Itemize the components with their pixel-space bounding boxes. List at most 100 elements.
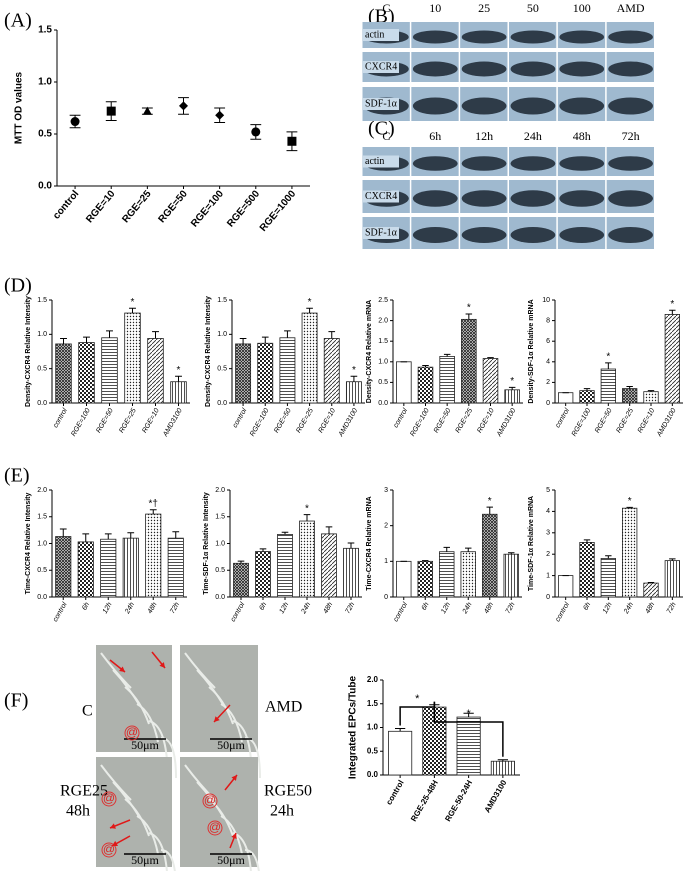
bar <box>301 312 318 404</box>
significance-mark: * <box>670 299 674 310</box>
y-tick-label: 1.5 <box>215 514 225 521</box>
x-tick-label: RGE=100 <box>571 407 593 437</box>
y-tick-label: 2.5 <box>378 297 388 304</box>
significance-mark: * <box>352 365 356 376</box>
blot-band <box>559 190 605 207</box>
blot-column-label: AMD <box>617 1 645 15</box>
x-tick-label: RGE=50 <box>95 407 115 434</box>
bar <box>439 356 455 404</box>
blot-column-label: 6h <box>429 129 441 143</box>
cell-texture <box>184 764 216 801</box>
y-tick-label: 2.0 <box>37 487 47 494</box>
micrograph-label: RGE50 <box>264 783 312 800</box>
error-bar <box>237 560 245 564</box>
y-tick-label: 0 <box>546 400 550 407</box>
error-bar <box>394 727 406 732</box>
blot-band <box>412 97 458 115</box>
x-tick-label: 6h <box>81 601 91 611</box>
arrow-head <box>110 823 116 829</box>
x-tick-label: control <box>52 601 69 623</box>
bar <box>579 390 595 404</box>
error-bar <box>306 307 313 314</box>
cell-texture <box>160 849 177 876</box>
x-tick-label: 6h <box>582 601 592 611</box>
cell-texture <box>148 832 168 873</box>
cell-texture <box>220 815 243 855</box>
significance-mark: * <box>466 708 471 720</box>
x-tick-label: RGE=50 <box>433 407 453 434</box>
x-tick-label: RGE=25 <box>455 407 475 434</box>
bar <box>299 520 315 598</box>
x-tick-label: 48h <box>322 601 334 615</box>
blot-band <box>559 97 605 115</box>
y-tick-label: 0.5 <box>215 567 225 574</box>
y-tick-label: 1.0 <box>37 540 47 547</box>
x-tick-label: 24h <box>300 601 312 616</box>
x-tick-label: control <box>554 601 571 623</box>
arrow-head <box>231 833 237 839</box>
blot-label-bg <box>363 98 399 110</box>
blot-label-bg <box>363 155 399 168</box>
cell-texture <box>208 798 234 837</box>
y-axis-label: Time-CXCR4 Relative mRNA <box>366 496 373 590</box>
blot-band <box>608 61 653 77</box>
bar <box>417 560 433 598</box>
error-bar <box>422 560 429 562</box>
blot-label-bg <box>363 29 399 41</box>
x-tick-label: 24h <box>461 601 473 616</box>
x-tick-label: 72h <box>169 601 181 615</box>
bar <box>255 551 271 598</box>
blot-column-label: 72h <box>622 129 640 143</box>
error-bar <box>82 533 90 542</box>
cell-marker: @ <box>209 820 221 834</box>
y-tick-label: 5 <box>546 487 550 494</box>
x-tick-label: RGE=100 <box>409 407 431 437</box>
significance-bracket <box>433 701 504 757</box>
error-bar <box>60 337 67 344</box>
y-tick-label: 1.0 <box>367 723 379 732</box>
x-tick-label: control <box>384 779 405 807</box>
blot-row-label: actin <box>365 29 384 40</box>
x-tick-label: RGE-25-48H <box>409 778 440 823</box>
error-bar <box>443 353 451 357</box>
x-tick-label: control <box>393 601 410 623</box>
blot-band <box>510 156 556 171</box>
blot-row-label: SDF-1α <box>365 98 398 109</box>
y-tick-label: 1.0 <box>37 331 47 338</box>
blot-band <box>412 227 458 243</box>
error-bar <box>605 555 612 559</box>
significance-mark: * <box>308 297 312 308</box>
significance-mark: * <box>305 503 309 514</box>
cell-texture <box>124 686 150 725</box>
blot-row-label: CXCR4 <box>365 61 397 72</box>
x-tick-label: RGE=25 <box>295 407 315 434</box>
x-tick-label: 12h <box>602 601 614 615</box>
bar <box>643 582 659 598</box>
blot-band <box>510 97 556 115</box>
y-tick-label: 0.5 <box>37 567 47 574</box>
x-tick-label: RGE=100 <box>70 407 92 437</box>
bar <box>396 560 412 598</box>
bar <box>233 562 249 598</box>
bar <box>323 338 340 404</box>
bar <box>345 381 362 404</box>
y-tick-label: 0.0 <box>217 400 227 407</box>
y-tick-label: 0.0 <box>37 594 47 601</box>
error-bar <box>583 539 591 543</box>
blot-row-label: CXCR4 <box>365 191 397 202</box>
significance-mark: *† <box>149 498 158 509</box>
cell-marker: @ <box>103 791 115 805</box>
significance-mark: * <box>467 303 471 314</box>
blot-band <box>559 61 605 77</box>
error-bar <box>647 581 655 584</box>
x-tick-label: control <box>52 407 69 429</box>
scale-label: 50μm <box>131 853 159 867</box>
y-tick-label: 0.5 <box>38 129 52 140</box>
error-bar <box>487 357 494 359</box>
bar <box>558 575 574 598</box>
bar <box>460 551 476 598</box>
blot-column-label: 10 <box>429 1 441 15</box>
arrow-head <box>214 716 220 722</box>
bar <box>396 361 412 404</box>
panel-label: (F) <box>4 690 28 712</box>
